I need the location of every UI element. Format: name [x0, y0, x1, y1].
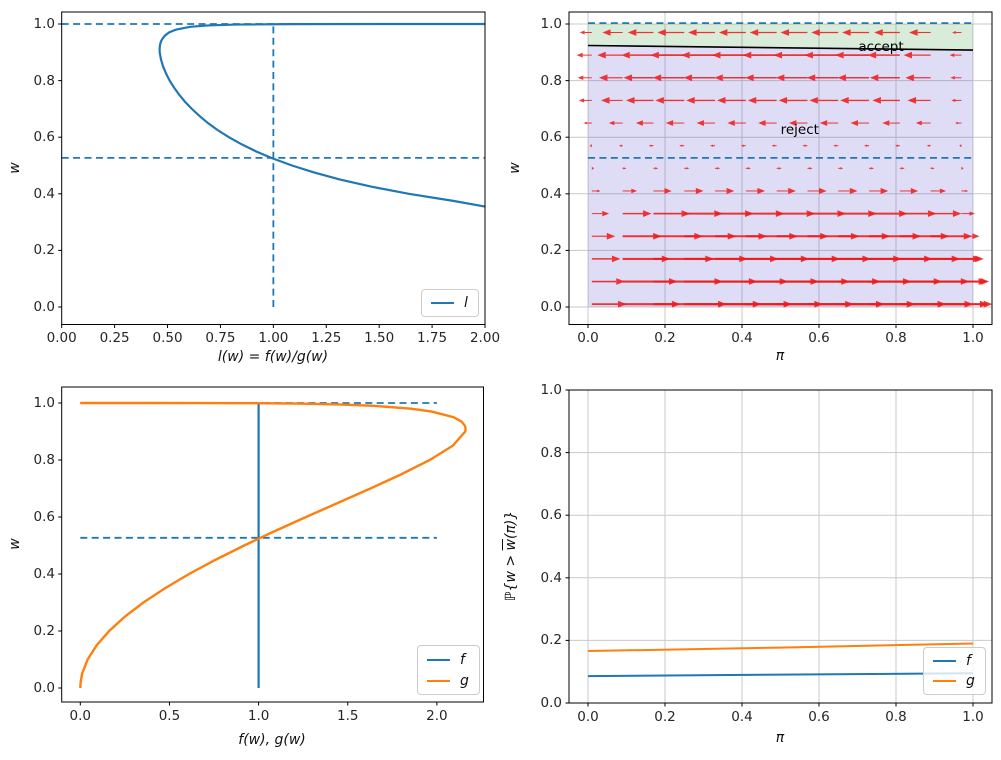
x-tick-label: 0.8 [885, 330, 907, 346]
legend-entry-f: f [933, 651, 976, 671]
y-tick-label: 0.6 [33, 509, 55, 525]
y-tick-label: 0.8 [33, 452, 55, 468]
x-tick-label: 1.0 [247, 708, 270, 724]
legend-line-swatch [431, 302, 454, 304]
y-tick-label: 0.4 [540, 569, 562, 586]
legend-line-swatch [427, 658, 450, 661]
legend-label: f [460, 651, 465, 668]
y-tick-label: 1.0 [33, 395, 55, 411]
y-tick-label: 0.4 [33, 566, 55, 582]
x-tick-label: 2.0 [426, 708, 448, 724]
legend-label: f [966, 653, 971, 669]
y-axis-label-probability: ℙ{w > w(π)} [503, 510, 519, 602]
x-axis-label-densities: f(w), g(w) [238, 732, 306, 748]
y-tick-label: 0.8 [33, 72, 55, 89]
accept-region-label: accept [858, 39, 904, 56]
x-tick-label: 0.2 [654, 330, 676, 346]
x-tick-label: 1.00 [258, 330, 289, 346]
x-tick-label: 0.4 [731, 330, 753, 346]
y-tick-label: 1.0 [540, 382, 562, 398]
y-axis-label-w-bottom-left: w [7, 538, 23, 550]
legend-line-swatch [933, 660, 956, 662]
y-axis-label-w-top-right: w [507, 162, 523, 174]
y-tick-label: 0.0 [33, 680, 55, 696]
x-tick-label: 1.50 [364, 330, 395, 346]
x-axis-label-likelihood-ratio: l(w) = f(w)/g(w) [217, 349, 329, 365]
legend-entry-g: g [427, 670, 470, 691]
y-tick-label: 0.2 [33, 623, 55, 639]
x-tick-label: 0.8 [885, 709, 907, 725]
y-tick-label: 0.8 [540, 444, 562, 461]
legend-entry-g: g [933, 671, 976, 691]
y-tick-label: 1.0 [540, 16, 562, 32]
x-tick-label: 0.00 [46, 330, 77, 346]
x-tick-label: 1.25 [311, 330, 342, 346]
legend-line-swatch [933, 680, 956, 682]
y-tick-label: 0.6 [33, 129, 55, 146]
y-tick-label: 0.8 [540, 72, 562, 89]
x-axis-label-pi-top-right: π [775, 348, 785, 364]
x-tick-label: 0.0 [69, 708, 92, 724]
y-tick-label: 0.4 [540, 185, 562, 202]
legend-line-swatch [427, 679, 450, 682]
reject-region-label: reject [780, 122, 819, 139]
x-tick-label: 0.2 [654, 709, 676, 725]
x-tick-label: 0.4 [731, 709, 753, 725]
legend-entry-f: f [427, 649, 470, 670]
y-tick-label: 0.0 [33, 299, 55, 315]
y-tick-label: 0.6 [540, 129, 562, 146]
y-tick-label: 0.2 [540, 632, 562, 649]
x-tick-label: 0.6 [808, 330, 830, 346]
y-tick-label: 0.2 [33, 242, 55, 259]
y-tick-label: 0.0 [540, 695, 562, 711]
legend-entry-l: l [431, 293, 469, 313]
x-tick-label: 0.5 [158, 708, 181, 724]
x-axis-label-pi-bottom-right: π [775, 730, 785, 746]
x-tick-label: 1.0 [962, 709, 984, 725]
x-tick-label: 0.6 [808, 709, 830, 725]
legend-label: g [460, 672, 469, 689]
x-tick-label: 0.0 [577, 709, 599, 725]
y-tick-label: 1.0 [33, 16, 55, 32]
legend-top-left: l [421, 289, 479, 317]
y-tick-label: 0.4 [33, 185, 55, 202]
x-tick-label: 1.75 [417, 330, 448, 346]
y-tick-label: 0.2 [540, 242, 562, 259]
x-tick-label: 1.5 [337, 708, 359, 724]
x-tick-label: 0.25 [99, 330, 130, 346]
x-tick-label: 0.50 [152, 330, 183, 346]
x-tick-label: 0.75 [205, 330, 236, 346]
y-axis-label-w-top-left: w [7, 162, 23, 174]
y-tick-label: 0.6 [540, 507, 562, 524]
y-tick-label: 0.0 [540, 299, 562, 315]
x-tick-label: 0.0 [577, 330, 599, 346]
x-tick-label: 2.00 [469, 330, 501, 346]
legend-label: g [966, 673, 975, 689]
x-tick-label: 1.0 [962, 330, 984, 346]
legend-label: l [464, 295, 468, 311]
